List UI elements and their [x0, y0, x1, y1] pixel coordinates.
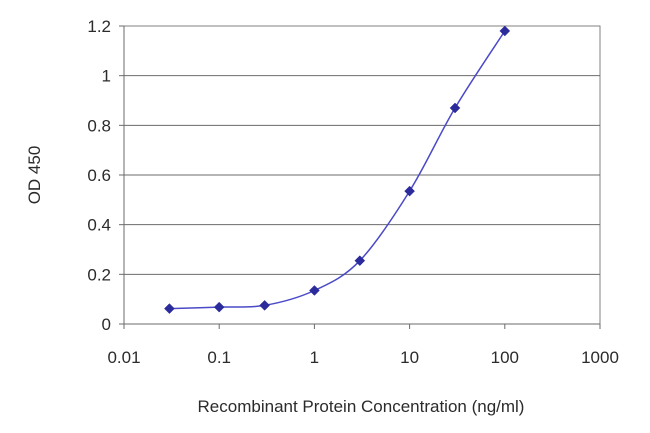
x-tick-label: 10: [400, 348, 419, 367]
y-tick-label: 0.6: [87, 166, 111, 185]
x-tick-label: 100: [491, 348, 519, 367]
y-axis-title: OD 450: [25, 146, 44, 205]
y-tick-label: 0.2: [87, 265, 111, 284]
x-tick-label: 0.1: [207, 348, 231, 367]
series-layer: [164, 25, 511, 314]
y-axis-ticks: 0 0.2 0.4 0.6 0.8 1 1.2: [87, 17, 124, 334]
y-tick-label: 1.2: [87, 17, 111, 36]
y-tick-label: 0.4: [87, 216, 111, 235]
y-tick-label: 0.8: [87, 116, 111, 135]
data-point-marker: [499, 25, 511, 37]
data-point-marker: [259, 300, 270, 311]
x-tick-label: 1000: [581, 348, 619, 367]
data-point-marker: [404, 185, 415, 197]
x-tick-label: 1: [310, 348, 319, 367]
grid-lines: [124, 75, 600, 275]
data-point-marker: [309, 285, 320, 296]
data-point-marker: [164, 303, 175, 314]
data-point-marker: [449, 102, 461, 114]
y-tick-label: 0: [102, 315, 111, 334]
data-point-marker: [213, 301, 225, 313]
x-axis-title: Recombinant Protein Concentration (ng/ml…: [198, 397, 525, 416]
x-axis-ticks: 0.01 0.1 1 10 100 1000: [107, 324, 619, 367]
x-tick-label: 0.01: [107, 348, 140, 367]
y-tick-label: 1: [102, 67, 111, 86]
data-point-marker: [354, 255, 366, 267]
